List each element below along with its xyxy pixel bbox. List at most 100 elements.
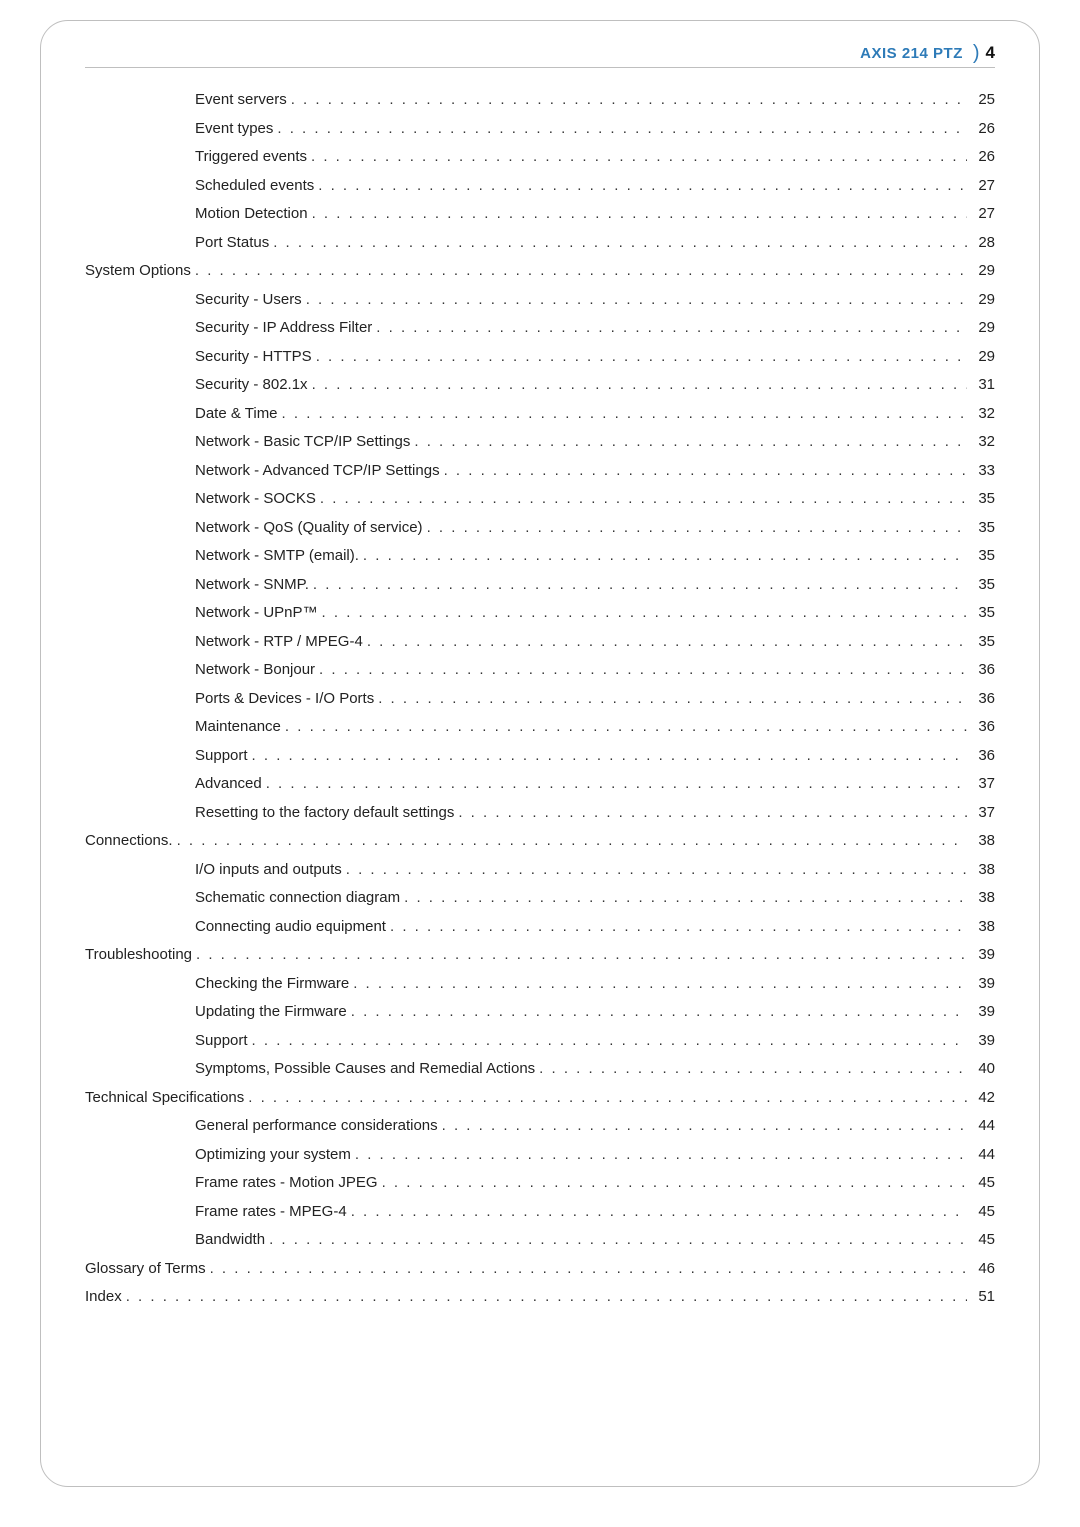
toc-entry[interactable]: Security - Users 29: [85, 286, 995, 315]
toc-leader-dots: [248, 1084, 967, 1113]
toc-entry-page: 45: [971, 1169, 995, 1198]
toc-entry[interactable]: Technical Specifications42: [85, 1084, 995, 1113]
toc-leader-dots: [196, 941, 967, 970]
toc-entry[interactable]: Advanced 37: [85, 770, 995, 799]
toc-entry[interactable]: Motion Detection27: [85, 200, 995, 229]
toc-entry[interactable]: Connecting audio equipment38: [85, 913, 995, 942]
toc-entry-page: 45: [971, 1198, 995, 1227]
toc-entry-label: Ports & Devices - I/O Ports: [195, 685, 374, 714]
toc-entry[interactable]: Support36: [85, 742, 995, 771]
toc-entry-page: 35: [971, 485, 995, 514]
toc-entry[interactable]: Event types26: [85, 115, 995, 144]
toc-entry-page: 38: [971, 856, 995, 885]
toc-entry[interactable]: Glossary of Terms46: [85, 1255, 995, 1284]
toc-entry-page: 39: [971, 998, 995, 1027]
toc-entry[interactable]: Index 51: [85, 1283, 995, 1312]
page-header: AXIS 214 PTZ ) 4: [85, 43, 995, 68]
toc-entry-page: 28: [971, 229, 995, 258]
toc-entry[interactable]: I/O inputs and outputs38: [85, 856, 995, 885]
toc-entry[interactable]: Network - UPnP™35: [85, 599, 995, 628]
toc-entry[interactable]: Triggered events26: [85, 143, 995, 172]
toc-entry-label: Security - Users: [195, 286, 302, 315]
toc-entry[interactable]: Network - SOCKS35: [85, 485, 995, 514]
toc-entry[interactable]: Network - SMTP (email).35: [85, 542, 995, 571]
toc-entry-page: 32: [971, 400, 995, 429]
toc-entry[interactable]: System Options29: [85, 257, 995, 286]
toc-entry[interactable]: Security - IP Address Filter29: [85, 314, 995, 343]
toc-leader-dots: [346, 856, 967, 885]
toc-entry-page: 44: [971, 1112, 995, 1141]
toc-leader-dots: [378, 685, 967, 714]
toc-entry[interactable]: Troubleshooting39: [85, 941, 995, 970]
toc-entry-page: 38: [971, 884, 995, 913]
toc-entry[interactable]: Updating the Firmware 39: [85, 998, 995, 1027]
toc-entry[interactable]: Bandwidth45: [85, 1226, 995, 1255]
toc-entry-label: Scheduled events: [195, 172, 314, 201]
toc-entry-label: System Options: [85, 257, 191, 286]
toc-entry-page: 31: [971, 371, 995, 400]
toc-entry-label: Network - RTP / MPEG-4: [195, 628, 363, 657]
toc-entry[interactable]: Scheduled events 27: [85, 172, 995, 201]
toc-entry-page: 29: [971, 343, 995, 372]
toc-leader-dots: [351, 998, 967, 1027]
toc-entry[interactable]: Connections.38: [85, 827, 995, 856]
toc-entry[interactable]: Schematic connection diagram38: [85, 884, 995, 913]
toc-entry[interactable]: Network - Bonjour36: [85, 656, 995, 685]
toc-leader-dots: [266, 770, 967, 799]
toc-entry-label: Security - 802.1x: [195, 371, 308, 400]
toc-entry[interactable]: Network - QoS (Quality of service)35: [85, 514, 995, 543]
toc-entry[interactable]: Date & Time32: [85, 400, 995, 429]
toc-entry-label: Troubleshooting: [85, 941, 192, 970]
toc-entry[interactable]: Resetting to the factory default setting…: [85, 799, 995, 828]
toc-entry-label: Optimizing your system: [195, 1141, 351, 1170]
toc-entry-label: Checking the Firmware: [195, 970, 349, 999]
toc-entry-page: 29: [971, 286, 995, 315]
toc-entry-label: Event types: [195, 115, 273, 144]
toc-leader-dots: [322, 599, 967, 628]
toc-entry[interactable]: Symptoms, Possible Causes and Remedial A…: [85, 1055, 995, 1084]
toc-entry[interactable]: Port Status28: [85, 229, 995, 258]
toc-entry-page: 38: [971, 827, 995, 856]
toc-entry[interactable]: Ports & Devices - I/O Ports36: [85, 685, 995, 714]
toc-leader-dots: [306, 286, 967, 315]
toc-entry-page: 51: [971, 1283, 995, 1312]
toc-entry-label: Network - SNMP.: [195, 571, 309, 600]
toc-entry-label: Network - Basic TCP/IP Settings: [195, 428, 410, 457]
toc-leader-dots: [355, 1141, 967, 1170]
toc-entry-label: Network - Bonjour: [195, 656, 315, 685]
toc-entry[interactable]: General performance considerations44: [85, 1112, 995, 1141]
toc-entry-page: 35: [971, 628, 995, 657]
toc-leader-dots: [458, 799, 967, 828]
page-frame: AXIS 214 PTZ ) 4 Event servers25Event ty…: [40, 20, 1040, 1487]
toc-entry[interactable]: Network - SNMP.35: [85, 571, 995, 600]
toc-entry-label: Network - UPnP™: [195, 599, 318, 628]
toc-leader-dots: [252, 742, 967, 771]
toc-entry[interactable]: Security - 802.1x 31: [85, 371, 995, 400]
toc-entry-label: Event servers: [195, 86, 287, 115]
toc-entry[interactable]: Network - Advanced TCP/IP Settings33: [85, 457, 995, 486]
toc-entry[interactable]: Frame rates - MPEG-4 45: [85, 1198, 995, 1227]
toc-entry-label: Triggered events: [195, 143, 307, 172]
toc-entry[interactable]: Checking the Firmware39: [85, 970, 995, 999]
toc-entry-label: Updating the Firmware: [195, 998, 347, 1027]
toc-entry-page: 37: [971, 799, 995, 828]
toc-entry-label: Network - QoS (Quality of service): [195, 514, 423, 543]
toc-entry[interactable]: Optimizing your system44: [85, 1141, 995, 1170]
toc-leader-dots: [539, 1055, 967, 1084]
toc-entry-page: 27: [971, 172, 995, 201]
toc-entry[interactable]: Network - Basic TCP/IP Settings32: [85, 428, 995, 457]
toc-entry[interactable]: Maintenance36: [85, 713, 995, 742]
toc-entry[interactable]: Frame rates - Motion JPEG45: [85, 1169, 995, 1198]
toc-leader-dots: [427, 514, 967, 543]
toc-leader-dots: [291, 86, 967, 115]
toc-entry[interactable]: Support39: [85, 1027, 995, 1056]
toc-entry[interactable]: Event servers25: [85, 86, 995, 115]
toc-entry-page: 35: [971, 542, 995, 571]
toc-entry-page: 37: [971, 770, 995, 799]
toc-entry[interactable]: Network - RTP / MPEG-4 35: [85, 628, 995, 657]
toc-entry-label: Index: [85, 1283, 122, 1312]
toc-entry-label: Advanced: [195, 770, 262, 799]
toc-entry[interactable]: Security - HTTPS29: [85, 343, 995, 372]
toc-entry-page: 42: [971, 1084, 995, 1113]
toc-entry-label: Frame rates - MPEG-4: [195, 1198, 347, 1227]
